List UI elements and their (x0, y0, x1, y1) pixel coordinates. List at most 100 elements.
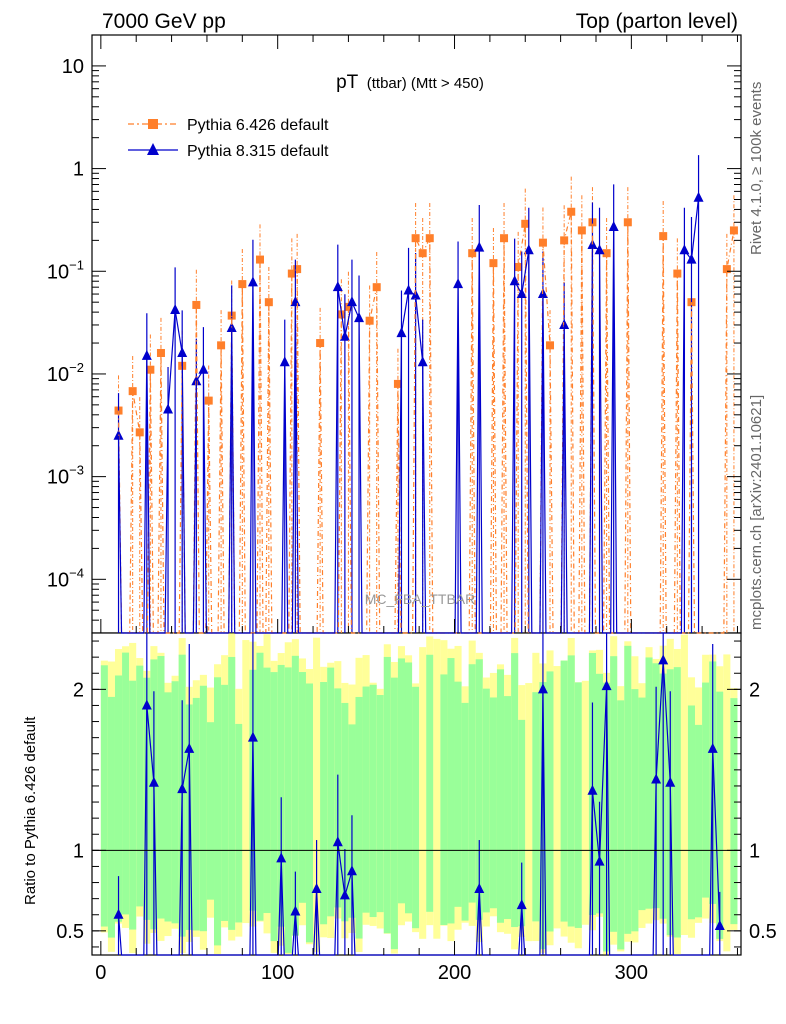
ratio-band-green (320, 682, 328, 925)
header-right: Top (parton level) (576, 10, 738, 33)
ratio-marker (587, 784, 598, 795)
pythia6-marker (146, 365, 155, 374)
ratio-band-green (107, 696, 115, 938)
ratio-band-green (610, 656, 618, 932)
ratio-band-green (277, 664, 285, 927)
ratio-band-green (100, 665, 108, 927)
ratio-band-green (397, 658, 406, 904)
ratio-marker (290, 905, 301, 916)
ratio-band-green (284, 667, 292, 953)
ratio-band-green (383, 656, 391, 934)
ratio-band-green (355, 696, 363, 939)
ratio-band-green (341, 702, 349, 922)
ratio-band-green (716, 691, 724, 939)
ratio-band-green (376, 695, 384, 913)
main-y-tick-label: 10−1 (47, 257, 84, 283)
ratio-band-green (574, 682, 582, 928)
ratio-band-green (122, 652, 130, 915)
ratio-band-green (645, 657, 653, 909)
main-y-tick-label: 10−4 (47, 565, 84, 591)
pythia6-marker (287, 269, 296, 278)
main-y-tick-label: 10−2 (47, 360, 84, 386)
pythia8-line (117, 197, 700, 634)
legend-marker-pythia6 (148, 119, 158, 129)
ratio-band-green (673, 667, 681, 938)
pythia6-marker (602, 249, 611, 258)
ratio-y-tick-label-right: 1 (749, 840, 760, 862)
ratio-marker (516, 899, 527, 910)
ratio-band-green (461, 702, 469, 921)
ratio-y-tick-label: 0.5 (56, 921, 84, 943)
ratio-band-yellow (553, 666, 561, 929)
ratio-band-green (532, 692, 540, 922)
ratio-band-green (305, 683, 314, 943)
ratio-marker (346, 865, 357, 876)
ratio-band-green (546, 671, 554, 932)
pythia8-marker (693, 191, 704, 202)
ratio-band-green (447, 658, 455, 924)
pythia8-marker (559, 318, 570, 329)
ratio-band-green (405, 662, 413, 914)
ratio-marker (276, 852, 287, 863)
ratio-y-axis-label: Ratio to Pythia 6.426 default (22, 716, 39, 905)
pythia8-marker (679, 244, 690, 255)
ratio-marker (113, 908, 124, 919)
ratio-band-green (475, 659, 483, 920)
ratio-marker (474, 882, 485, 893)
x-tick-label: 200 (438, 962, 471, 984)
pythia6-marker (722, 265, 731, 274)
ratio-band-green (157, 656, 165, 919)
ratio-band-green (263, 667, 271, 914)
ratio-marker (184, 742, 195, 753)
ratio-band-green (298, 672, 306, 903)
ratio-band-green (412, 686, 420, 929)
pythia8-marker (279, 356, 290, 367)
pythia8-marker (247, 276, 258, 287)
ratio-band-yellow (525, 683, 533, 942)
ratio-band-green (129, 680, 137, 930)
pythia6-marker (623, 218, 632, 227)
legend-label-pythia8: Pythia 8.315 default (187, 143, 329, 160)
x-tick-label: 0 (95, 962, 106, 984)
ratio-marker (141, 699, 152, 710)
ratio-y-tick-label-right: 0.5 (749, 921, 777, 943)
pythia6-marker (489, 259, 498, 268)
x-tick-label: 300 (615, 962, 648, 984)
ratio-line (117, 660, 721, 956)
pythia6-marker (135, 428, 144, 437)
ratio-band-green (426, 654, 434, 912)
ratio-band-green (164, 692, 172, 922)
main-y-tick-label: 10−3 (47, 463, 84, 489)
pythia6-marker (264, 298, 273, 307)
pythia8-marker (594, 244, 605, 255)
ratio-band-green (327, 667, 335, 917)
ratio-y-tick-label: 2 (73, 679, 84, 701)
ratio-band-yellow (313, 637, 321, 953)
ratio-marker (707, 742, 718, 753)
ratio-band-green (482, 688, 490, 913)
ratio-band-green (214, 677, 222, 946)
plot-title-main: pT (336, 72, 359, 93)
ratio-band-green (228, 656, 236, 930)
header-left: 7000 GeV pp (102, 10, 226, 33)
ratio-band-green (256, 652, 264, 921)
pythia8-marker (453, 278, 464, 289)
ratio-band-green (199, 685, 207, 932)
ratio-band-green (511, 653, 519, 928)
pythia8-marker (608, 220, 619, 231)
pythia6-marker (156, 348, 165, 357)
pythia6-marker (729, 226, 738, 235)
watermark: MC_FBA_TTBAR (365, 591, 475, 607)
ratio-y-tick-label: 1 (73, 840, 84, 862)
pythia8-marker (332, 281, 343, 292)
pythia6-marker (546, 341, 555, 350)
ratio-band-green (687, 705, 696, 920)
ratio-marker (601, 680, 612, 691)
ratio-band-green (206, 722, 215, 900)
ratio-band-green (496, 669, 505, 923)
ratio-marker (247, 731, 258, 742)
main-panel-frame (91, 34, 742, 634)
ratio-band-green (362, 686, 370, 913)
ratio-band-green (489, 697, 497, 909)
